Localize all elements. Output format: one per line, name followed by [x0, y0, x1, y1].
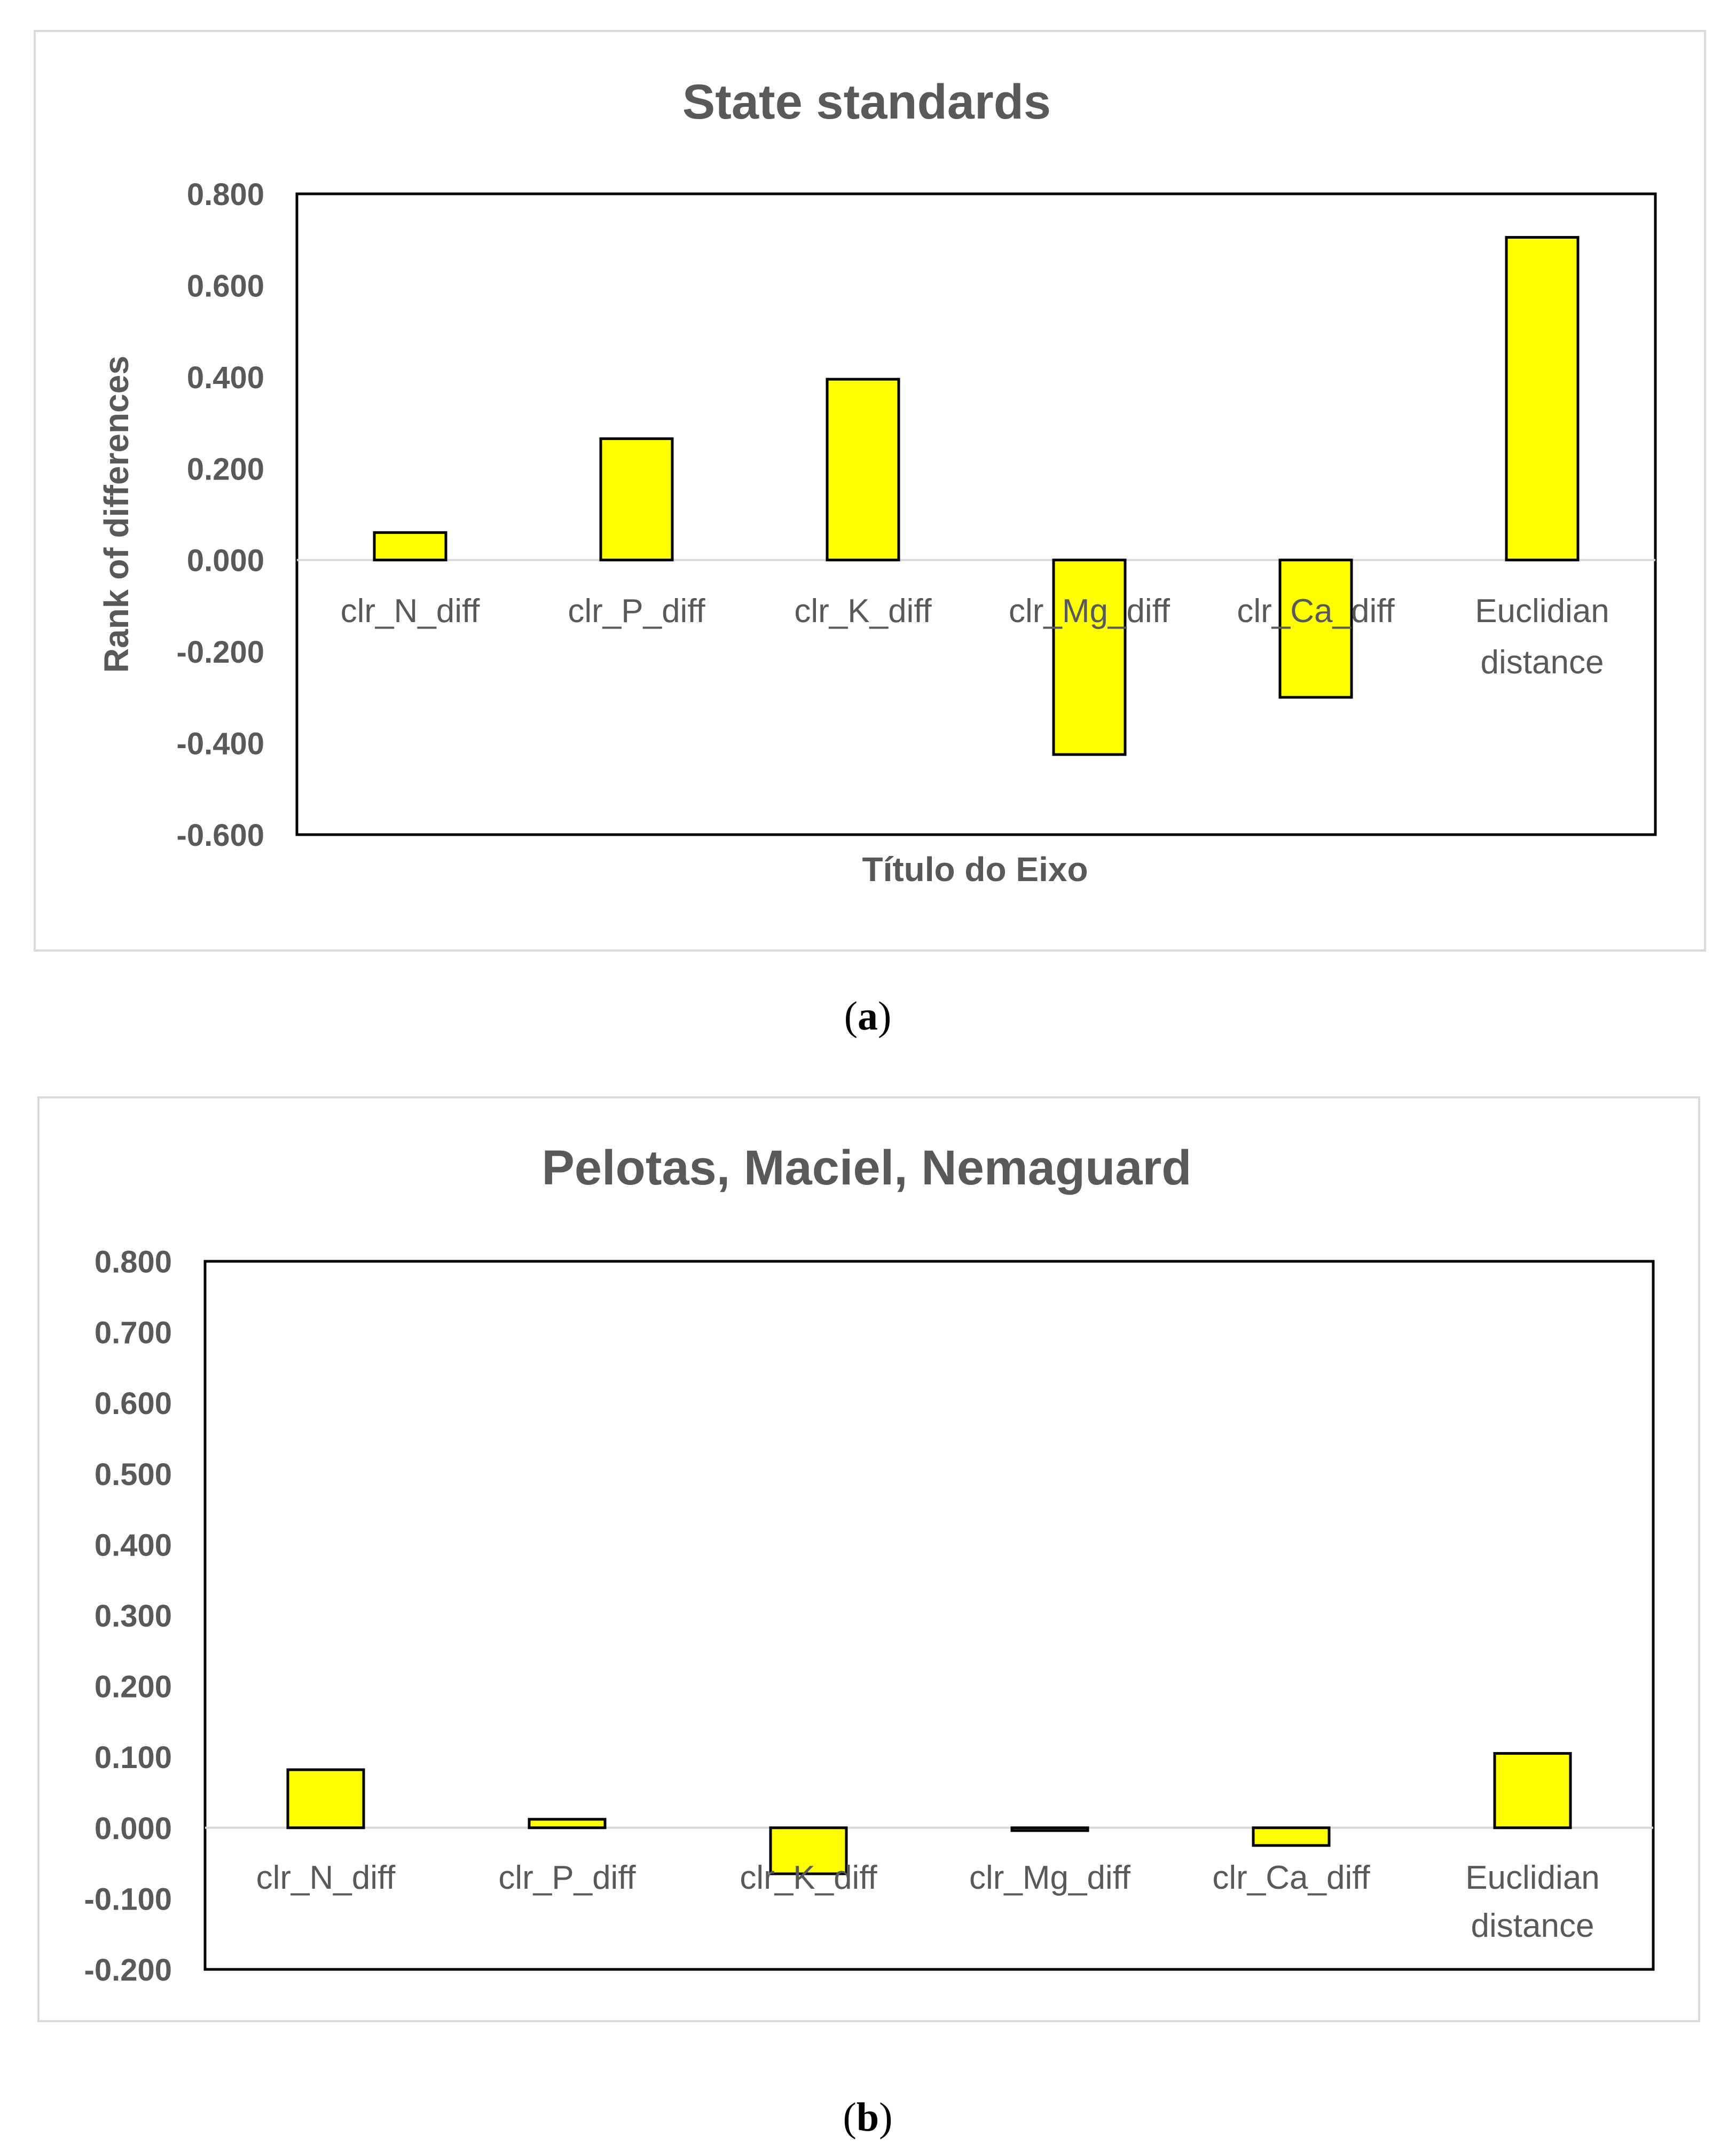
- chart-a-category-label: clr_P_diff: [568, 593, 705, 630]
- chart-b-y-tick-label: 0.100: [95, 1740, 172, 1775]
- chart-a-y-tick-label: -0.200: [177, 635, 264, 670]
- chart-b-plot-area: [203, 1260, 1655, 1971]
- chart-a-category-label: clr_N_diff: [341, 593, 481, 630]
- chart-b-bar: [528, 1818, 607, 1829]
- chart-a-bar: [1505, 235, 1580, 562]
- chart-b-category-label: clr_K_diff: [740, 1859, 877, 1896]
- chart-a-bar: [826, 378, 900, 562]
- panel-label-b: (b): [843, 2095, 893, 2140]
- chart-b-y-tick-label: 0.700: [95, 1316, 172, 1350]
- chart-b-y-tick-label: 0.600: [95, 1386, 172, 1421]
- chart-b-category-label: clr_Mg_diff: [969, 1859, 1131, 1896]
- chart-a-plot-area: [295, 192, 1657, 836]
- chart-a-y-tick-label: 0.800: [187, 177, 264, 212]
- chart-b-y-tick-label: 0.500: [95, 1457, 172, 1492]
- chart-b-bar: [1493, 1752, 1572, 1829]
- chart-a-bar: [373, 531, 447, 562]
- chart-b-bar: [1010, 1826, 1089, 1832]
- chart-b-y-tick-label: 0.000: [95, 1811, 172, 1846]
- chart-a-category-label: Euclidian distance: [1475, 593, 1609, 681]
- chart-b-category-label: clr_P_diff: [498, 1859, 636, 1896]
- chart-b-bar: [769, 1826, 848, 1875]
- chart-b-bar: [1252, 1826, 1331, 1847]
- chart-b-bar: [286, 1768, 365, 1829]
- chart-b-y-tick-label: 0.800: [95, 1245, 172, 1279]
- chart-b-frame: [37, 1096, 1700, 2022]
- chart-a-y-tick-label: 0.200: [187, 452, 264, 486]
- chart-a-y-tick-label: -0.600: [177, 818, 264, 853]
- chart-b-y-tick-label: 0.200: [95, 1670, 172, 1705]
- chart-a-bar: [599, 437, 674, 562]
- chart-a-y-tick-label: 0.000: [187, 544, 264, 578]
- chart-a-y-tick-label: -0.400: [177, 727, 264, 761]
- chart-b-category-label: Euclidian distance: [1465, 1859, 1600, 1944]
- chart-panel-b: Pelotas, Maciel, Nemaguard 0.800 0.700 0.6…: [37, 1096, 1700, 2022]
- chart-b-category-label: clr_N_diff: [256, 1859, 396, 1896]
- chart-a-x-axis-title: Título do Eixo: [862, 850, 1088, 889]
- chart-a-category-label: clr_Ca_diff: [1237, 593, 1395, 630]
- chart-a-y-axis-title: Rank of differences: [97, 356, 136, 673]
- chart-b-category-label: clr_Ca_diff: [1212, 1859, 1370, 1896]
- chart-a-bar: [1052, 559, 1127, 756]
- chart-a-y-tick-label: 0.400: [187, 360, 264, 395]
- chart-a-category-label: clr_Mg_diff: [1009, 593, 1171, 630]
- chart-panel-a: State standards 0.800 0.600 0.400 0.200 0.00…: [34, 30, 1706, 952]
- chart-b-y-tick-label: 0.300: [95, 1599, 172, 1633]
- chart-b-title: Pelotas, Maciel, Nemaguard: [542, 1141, 1192, 1195]
- chart-b-y-tick-label: 0.400: [95, 1528, 172, 1562]
- chart-a-y-tick-label: 0.600: [187, 269, 264, 303]
- chart-b-y-tick-label: -0.100: [84, 1882, 172, 1917]
- panel-label-a: (a): [844, 994, 892, 1039]
- chart-a-bar: [1278, 559, 1353, 699]
- chart-b-y-tick-label: -0.200: [84, 1953, 172, 1988]
- chart-a-title: State standards: [682, 75, 1051, 129]
- chart-a-category-label: clr_K_diff: [794, 593, 932, 630]
